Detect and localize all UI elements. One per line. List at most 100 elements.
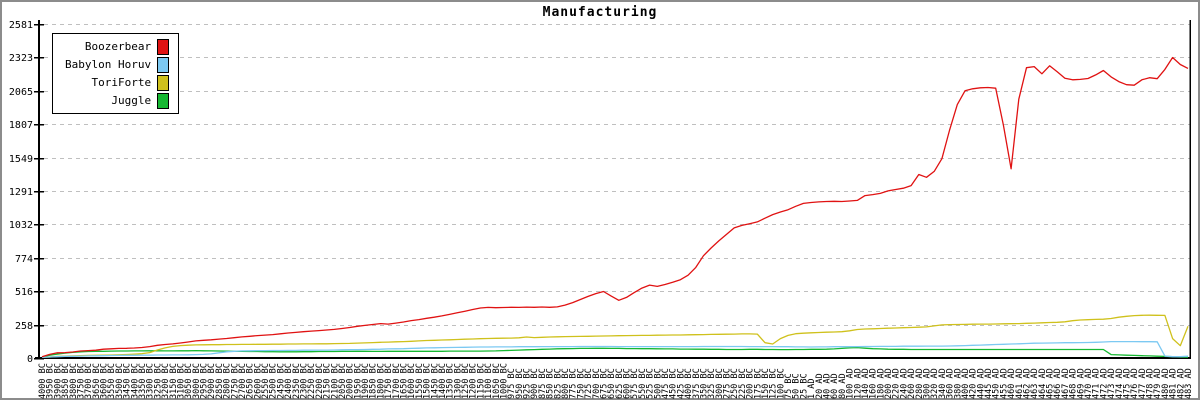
x-axis-label: 200 AD: [884, 368, 894, 399]
x-axis-label: 325 BC: [707, 368, 717, 399]
x-axis-label: 3100 BC: [176, 363, 186, 399]
x-axis-label: 900 BC: [530, 368, 540, 399]
x-axis-label: 2750 BC: [230, 363, 240, 399]
x-axis-label: 2700 BC: [238, 363, 248, 399]
x-axis-label: 450 AD: [992, 368, 1002, 399]
legend-label: Juggle: [111, 94, 152, 107]
x-axis-label: 440 AD: [976, 368, 986, 399]
x-axis-label: 2600 BC: [253, 363, 263, 399]
x-axis-label: 1800 BC: [376, 363, 386, 399]
x-axis-label: 225 BC: [738, 368, 748, 399]
x-axis-label: 1700 BC: [392, 363, 402, 399]
x-axis-label: 75 BC: [784, 373, 794, 399]
x-axis-label: 482 AD: [1176, 368, 1186, 399]
x-axis-label: 2100 BC: [330, 363, 340, 399]
x-axis-label: 476 AD: [1130, 368, 1140, 399]
x-axis-label: 3300 BC: [146, 363, 156, 399]
series-line-babylon-horuv: [41, 340, 1189, 359]
x-axis-label: 3900 BC: [53, 363, 63, 399]
x-axis-label: 467 AD: [1061, 368, 1071, 399]
x-axis-label: 700 BC: [592, 368, 602, 399]
x-axis-label: 1600 BC: [407, 363, 417, 399]
x-axis-label: 300 AD: [922, 368, 932, 399]
legend-label: Boozerbear: [84, 40, 152, 53]
x-axis-label: 1750 BC: [384, 363, 394, 399]
x-axis-label: 2900 BC: [207, 363, 217, 399]
x-axis-label: 1150 BC: [476, 363, 486, 399]
x-axis-label: 1450 BC: [430, 363, 440, 399]
x-axis-label: 2450 BC: [276, 363, 286, 399]
series-line-juggle: [41, 346, 1189, 358]
x-axis-label: 3500 BC: [115, 363, 125, 399]
x-axis-label: 3750 BC: [76, 363, 86, 399]
legend: Boozerbear Babylon Horuv ToriForte Juggle: [52, 33, 180, 114]
x-axis-label: 3350 BC: [138, 363, 148, 399]
x-axis-label: 375 BC: [692, 368, 702, 399]
y-axis-label: 1549: [9, 154, 33, 165]
x-axis-label: 550 BC: [638, 368, 648, 399]
x-axis-label: 474 AD: [1115, 368, 1125, 399]
x-axis-label: 975 BC: [507, 368, 517, 399]
x-axis-label: 25 BC: [799, 373, 809, 399]
x-axis-label: 2850 BC: [215, 363, 225, 399]
chart-title: Manufacturing: [542, 5, 658, 20]
x-axis-label: 40 AD: [823, 373, 833, 399]
x-axis-label: 200 BC: [746, 368, 756, 399]
x-axis-label: 1000 BC: [499, 363, 509, 399]
x-axis-label: 3800 BC: [69, 363, 79, 399]
x-axis-label: 3600 BC: [100, 363, 110, 399]
x-axis-label: 3250 BC: [153, 363, 163, 399]
series-line-toriforte: [41, 314, 1189, 359]
x-axis-label: 469 AD: [1076, 368, 1086, 399]
y-axis-label: 1291: [9, 187, 33, 198]
x-axis-label: 250 BC: [730, 368, 740, 399]
legend-swatch: [157, 56, 170, 73]
y-axis-label: 774: [15, 254, 33, 265]
x-axis-label: 120 AD: [853, 368, 863, 399]
x-axis-label: 483 AD: [1184, 368, 1194, 399]
x-axis-label: 3950 BC: [46, 363, 56, 399]
x-axis-label: 725 BC: [584, 368, 594, 399]
x-axis-label: 775 BC: [569, 368, 579, 399]
x-axis-label: 600 BC: [623, 368, 633, 399]
x-axis-label: 475 BC: [661, 368, 671, 399]
x-axis-label: 477 AD: [1138, 368, 1148, 399]
x-axis-label: 625 BC: [615, 368, 625, 399]
x-axis-label: 472 AD: [1099, 368, 1109, 399]
x-axis-label: 3200 BC: [161, 363, 171, 399]
x-axis-label: 2500 BC: [269, 363, 279, 399]
x-axis-label: 466 AD: [1053, 368, 1063, 399]
legend-swatch: [157, 92, 170, 109]
x-axis-label: 1900 BC: [361, 363, 371, 399]
x-axis-label: 455 AD: [999, 368, 1009, 399]
x-axis-label: 3450 BC: [123, 363, 133, 399]
y-axis-label: 2581: [9, 20, 33, 31]
legend-label: Babylon Horuv: [65, 58, 152, 71]
x-axis-label: 280 AD: [915, 368, 925, 399]
x-axis-label: 3000 BC: [192, 363, 202, 399]
x-axis-label: 475 AD: [1122, 368, 1132, 399]
x-axis-label: 825 BC: [553, 368, 563, 399]
x-axis-label: 300 BC: [715, 368, 725, 399]
x-axis-label: 473 AD: [1107, 368, 1117, 399]
x-axis-label: 2350 BC: [292, 363, 302, 399]
x-axis-label: 480 AD: [1161, 368, 1171, 399]
x-axis-label: 1550 BC: [415, 363, 425, 399]
x-axis-label: 479 AD: [1153, 368, 1163, 399]
x-axis-label: 2550 BC: [261, 363, 271, 399]
x-axis-label: 425 BC: [676, 368, 686, 399]
x-axis-label: 2250 BC: [307, 363, 317, 399]
x-axis-label: 240 AD: [899, 368, 909, 399]
x-axis-label: 1 AD: [807, 379, 817, 399]
x-axis-label: 463 AD: [1030, 368, 1040, 399]
x-axis-label: 1950 BC: [353, 363, 363, 399]
x-axis-label: 650 BC: [607, 368, 617, 399]
x-axis-label: 3150 BC: [169, 363, 179, 399]
x-axis-label: 220 AD: [892, 368, 902, 399]
x-axis-label: 445 AD: [984, 368, 994, 399]
series-line-boozerbear: [41, 56, 1189, 358]
x-axis-label: 100 BC: [776, 368, 786, 399]
legend-swatch: [157, 74, 170, 91]
x-axis-label: 950 BC: [515, 368, 525, 399]
x-axis-label: 1500 BC: [423, 363, 433, 399]
